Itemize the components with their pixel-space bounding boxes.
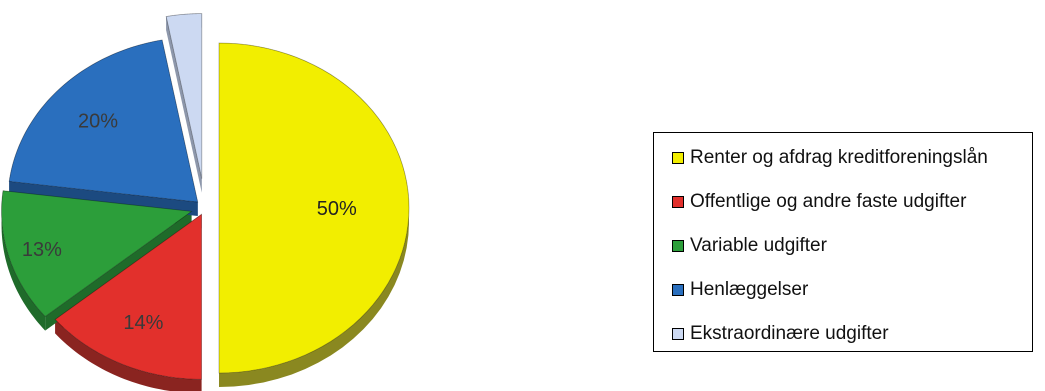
- legend-swatch: [672, 328, 684, 340]
- slice-value-label: 20%: [78, 111, 118, 133]
- legend-label: Variable udgifter: [690, 235, 827, 256]
- slice-value-label: 14%: [123, 312, 163, 334]
- legend-swatch: [672, 284, 684, 296]
- legend-label: Renter og afdrag kreditforeningslån: [690, 147, 988, 168]
- legend-label: Offentlige og andre faste udgifter: [690, 191, 967, 212]
- legend-swatch: [672, 240, 684, 252]
- pie-slice: [218, 42, 410, 374]
- pie-slice: [8, 39, 199, 203]
- legend-swatch: [672, 152, 684, 164]
- legend-label: Henlæggelser: [690, 279, 809, 300]
- slice-value-label: 13%: [22, 239, 62, 261]
- legend-label: Ekstraordinære udgifter: [690, 323, 889, 344]
- legend-item: Ekstraordinære udgifter: [672, 323, 889, 345]
- pie-slice-wall: [166, 16, 202, 193]
- pie-slice: [165, 13, 203, 179]
- legend-swatch: [672, 196, 684, 208]
- legend-item: Variable udgifter: [672, 235, 827, 257]
- slice-value-label: 3%: [167, 0, 196, 5]
- pie-slice-side: [1, 190, 46, 331]
- legend-item: Henlæggelser: [672, 279, 808, 301]
- slice-value-label: 50%: [317, 198, 357, 220]
- legend-item: Offentlige og andre faste udgifter: [672, 191, 966, 213]
- legend-item: Renter og afdrag kreditforeningslån: [672, 147, 988, 169]
- pie-chart: 50% 14% 13% 20% 3%: [1, 0, 410, 391]
- pie-slice: [1, 190, 193, 318]
- chart-legend: Renter og afdrag kreditforeningslån Offen…: [653, 132, 1033, 352]
- pie-slice-side: [55, 319, 202, 391]
- pie-slice: [54, 213, 202, 380]
